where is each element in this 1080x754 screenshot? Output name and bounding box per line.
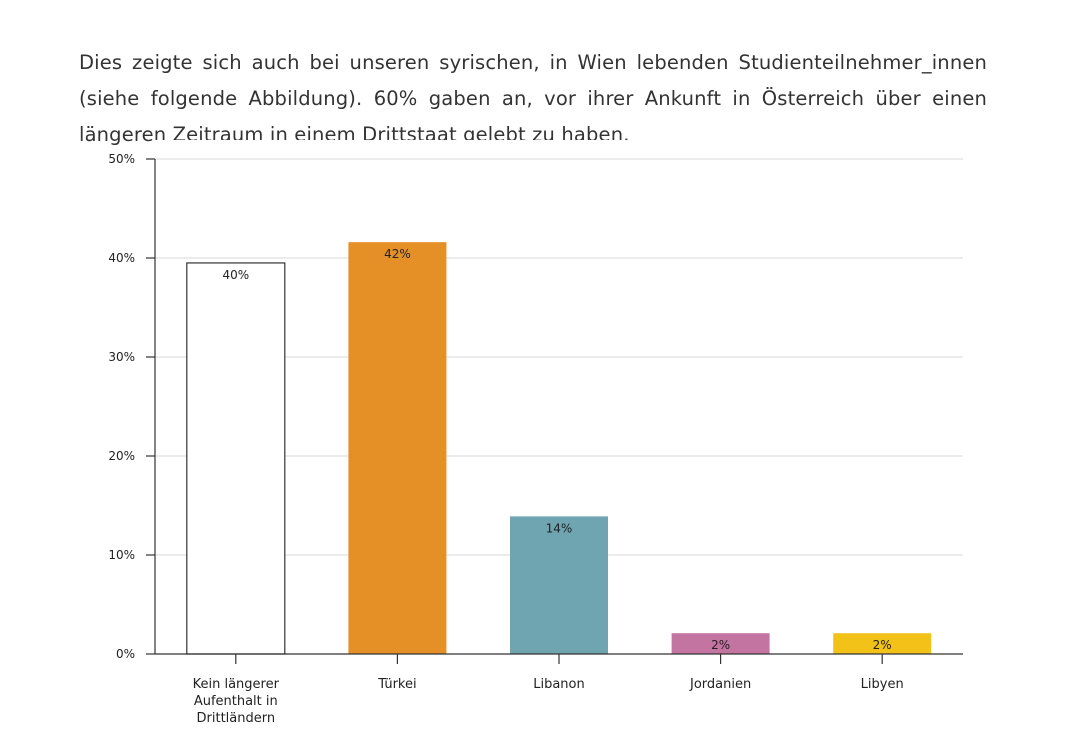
x-tick-label: Drittländern bbox=[197, 711, 276, 726]
labels: 40% Kein längerer Aufenthalt in Drittländer… bbox=[193, 247, 904, 726]
bars bbox=[186, 242, 932, 655]
bar bbox=[671, 633, 770, 654]
axes: 0% 10% 20% 30% 40% 50% bbox=[108, 152, 963, 664]
y-tick-label: 0% bbox=[116, 647, 135, 661]
bar bbox=[833, 633, 932, 654]
x-tick-label: Aufenthalt in bbox=[194, 694, 278, 709]
data-label: 2% bbox=[711, 638, 730, 652]
data-label: 2% bbox=[873, 638, 892, 652]
x-tick-label: Kein längerer bbox=[193, 677, 280, 692]
x-tick-label: Libyen bbox=[861, 677, 904, 692]
bar bbox=[510, 516, 608, 654]
data-label: 42% bbox=[384, 247, 411, 261]
intro-paragraph: Dies zeigte sich auch bei unseren syrisc… bbox=[79, 50, 987, 146]
data-label: 40% bbox=[222, 268, 249, 282]
y-tick-label: 30% bbox=[108, 350, 135, 364]
bar bbox=[348, 242, 447, 654]
y-tick-label: 50% bbox=[108, 152, 135, 166]
bar bbox=[186, 262, 286, 655]
y-tick-label: 20% bbox=[108, 449, 135, 463]
data-label: 14% bbox=[546, 521, 573, 535]
x-tick-label: Libanon bbox=[533, 677, 585, 692]
x-tick-label: Jordanien bbox=[689, 677, 751, 692]
y-tick-label: 10% bbox=[108, 548, 135, 562]
x-tick-label: Türkei bbox=[377, 677, 416, 692]
y-tick-label: 40% bbox=[108, 251, 135, 265]
